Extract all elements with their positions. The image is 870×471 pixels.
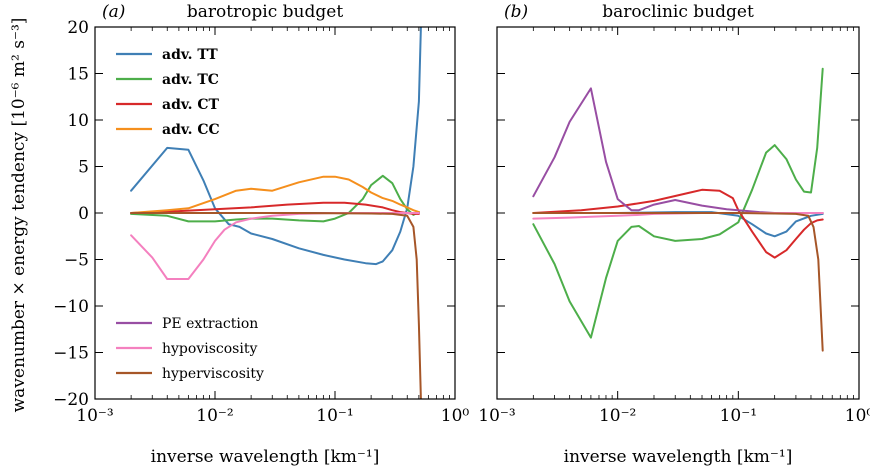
legend-label: adv. CC [162, 122, 220, 138]
x-tick-label: 10⁻¹ [316, 406, 353, 426]
legend-label: hyperviscosity [162, 366, 264, 382]
legend-label: adv. CT [162, 97, 219, 113]
x-tick-label: 10⁻³ [76, 406, 113, 426]
legend-label: adv. TC [162, 72, 219, 88]
panel-a-x-axis-label: inverse wavelength [km⁻¹] [151, 447, 380, 467]
legend-label: hypoviscosity [162, 341, 257, 357]
panel-a-title: barotropic budget [187, 2, 343, 22]
x-tick-label: 10⁻¹ [720, 406, 757, 426]
y-tick-label: 20 [67, 18, 89, 38]
panel-a-legend-top: adv. TT adv. TC adv. CT adv. CC [116, 47, 220, 138]
series-line-hyperviscosity [130, 212, 422, 399]
series-line-adv-tc [130, 174, 420, 223]
x-tick-label: 10⁰ [845, 406, 870, 426]
panel-barotropic: (a) barotropic budget inverse wavelength… [53, 2, 469, 467]
panel-b-tag: (b) [504, 2, 528, 22]
panel-b-x-axis-label: inverse wavelength [km⁻¹] [564, 447, 793, 467]
y-tick-label: −10 [53, 297, 89, 317]
panel-a-tag: (a) [102, 2, 125, 22]
x-tick-label: 10⁰ [441, 406, 470, 426]
y-tick-label: 0 [78, 204, 89, 224]
legend-label: adv. TT [162, 47, 218, 63]
x-tick-label: 10⁻³ [478, 406, 515, 426]
series-line-hypoviscosity [130, 212, 420, 280]
series-line-hyperviscosity [532, 212, 824, 352]
x-tick-label: 10⁻² [196, 406, 233, 426]
panel-a-legend-bottom: PE extraction hypoviscosity hyperviscosity [116, 316, 264, 382]
series-line-adv-tc [532, 67, 824, 339]
y-tick-label: −5 [64, 251, 89, 271]
y-tick-label: −15 [53, 344, 89, 364]
x-tick-label: 10⁻² [599, 406, 636, 426]
panel-b-title: baroclinic budget [602, 2, 754, 22]
panel-baroclinic: (b) baroclinic budget inverse wavelength… [478, 2, 870, 467]
y-tick-label: −20 [53, 390, 89, 410]
y-tick-label: 15 [67, 65, 89, 85]
series-line-adv-cc [130, 175, 420, 214]
series-line-adv-ct [532, 188, 824, 259]
series-line-adv-tt [532, 211, 824, 238]
legend-label: PE extraction [162, 316, 258, 332]
y-tick-label: 5 [78, 158, 89, 178]
y-axis-label: wavenumber × energy tendency [10⁻⁶ m² s⁻… [9, 18, 29, 413]
y-tick-label: 10 [67, 111, 89, 131]
